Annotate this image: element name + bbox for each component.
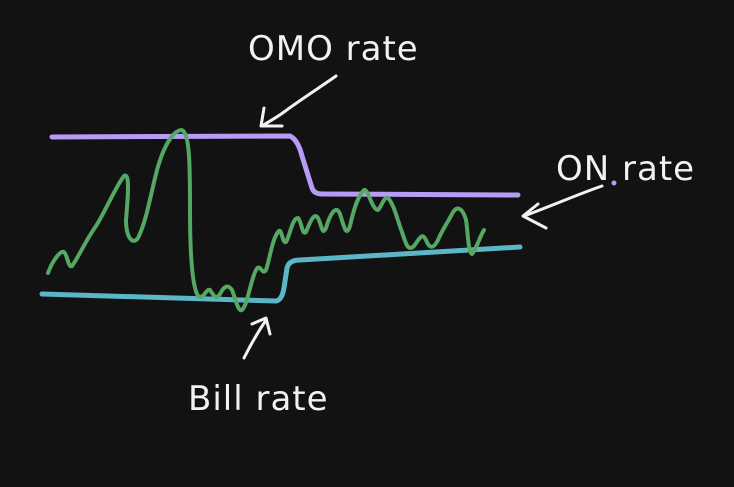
bill-rate-label: Bill rate <box>188 379 329 419</box>
bill-rate-arrowhead <box>250 316 272 336</box>
omo-rate-label: OMO rate <box>248 29 419 69</box>
on-rate-dot <box>611 180 617 186</box>
omo-rate-arrowhead <box>259 106 284 128</box>
bill-rate-line <box>39 244 523 304</box>
omo-rate-arrow <box>260 74 338 128</box>
bill-rate-arrow <box>242 318 268 360</box>
on-rate-line <box>46 128 486 313</box>
on-rate-label: ON rate <box>556 149 695 189</box>
omo-rate-line <box>49 133 521 198</box>
on-rate-arrow <box>522 184 604 218</box>
on-rate-arrowhead <box>521 202 548 230</box>
